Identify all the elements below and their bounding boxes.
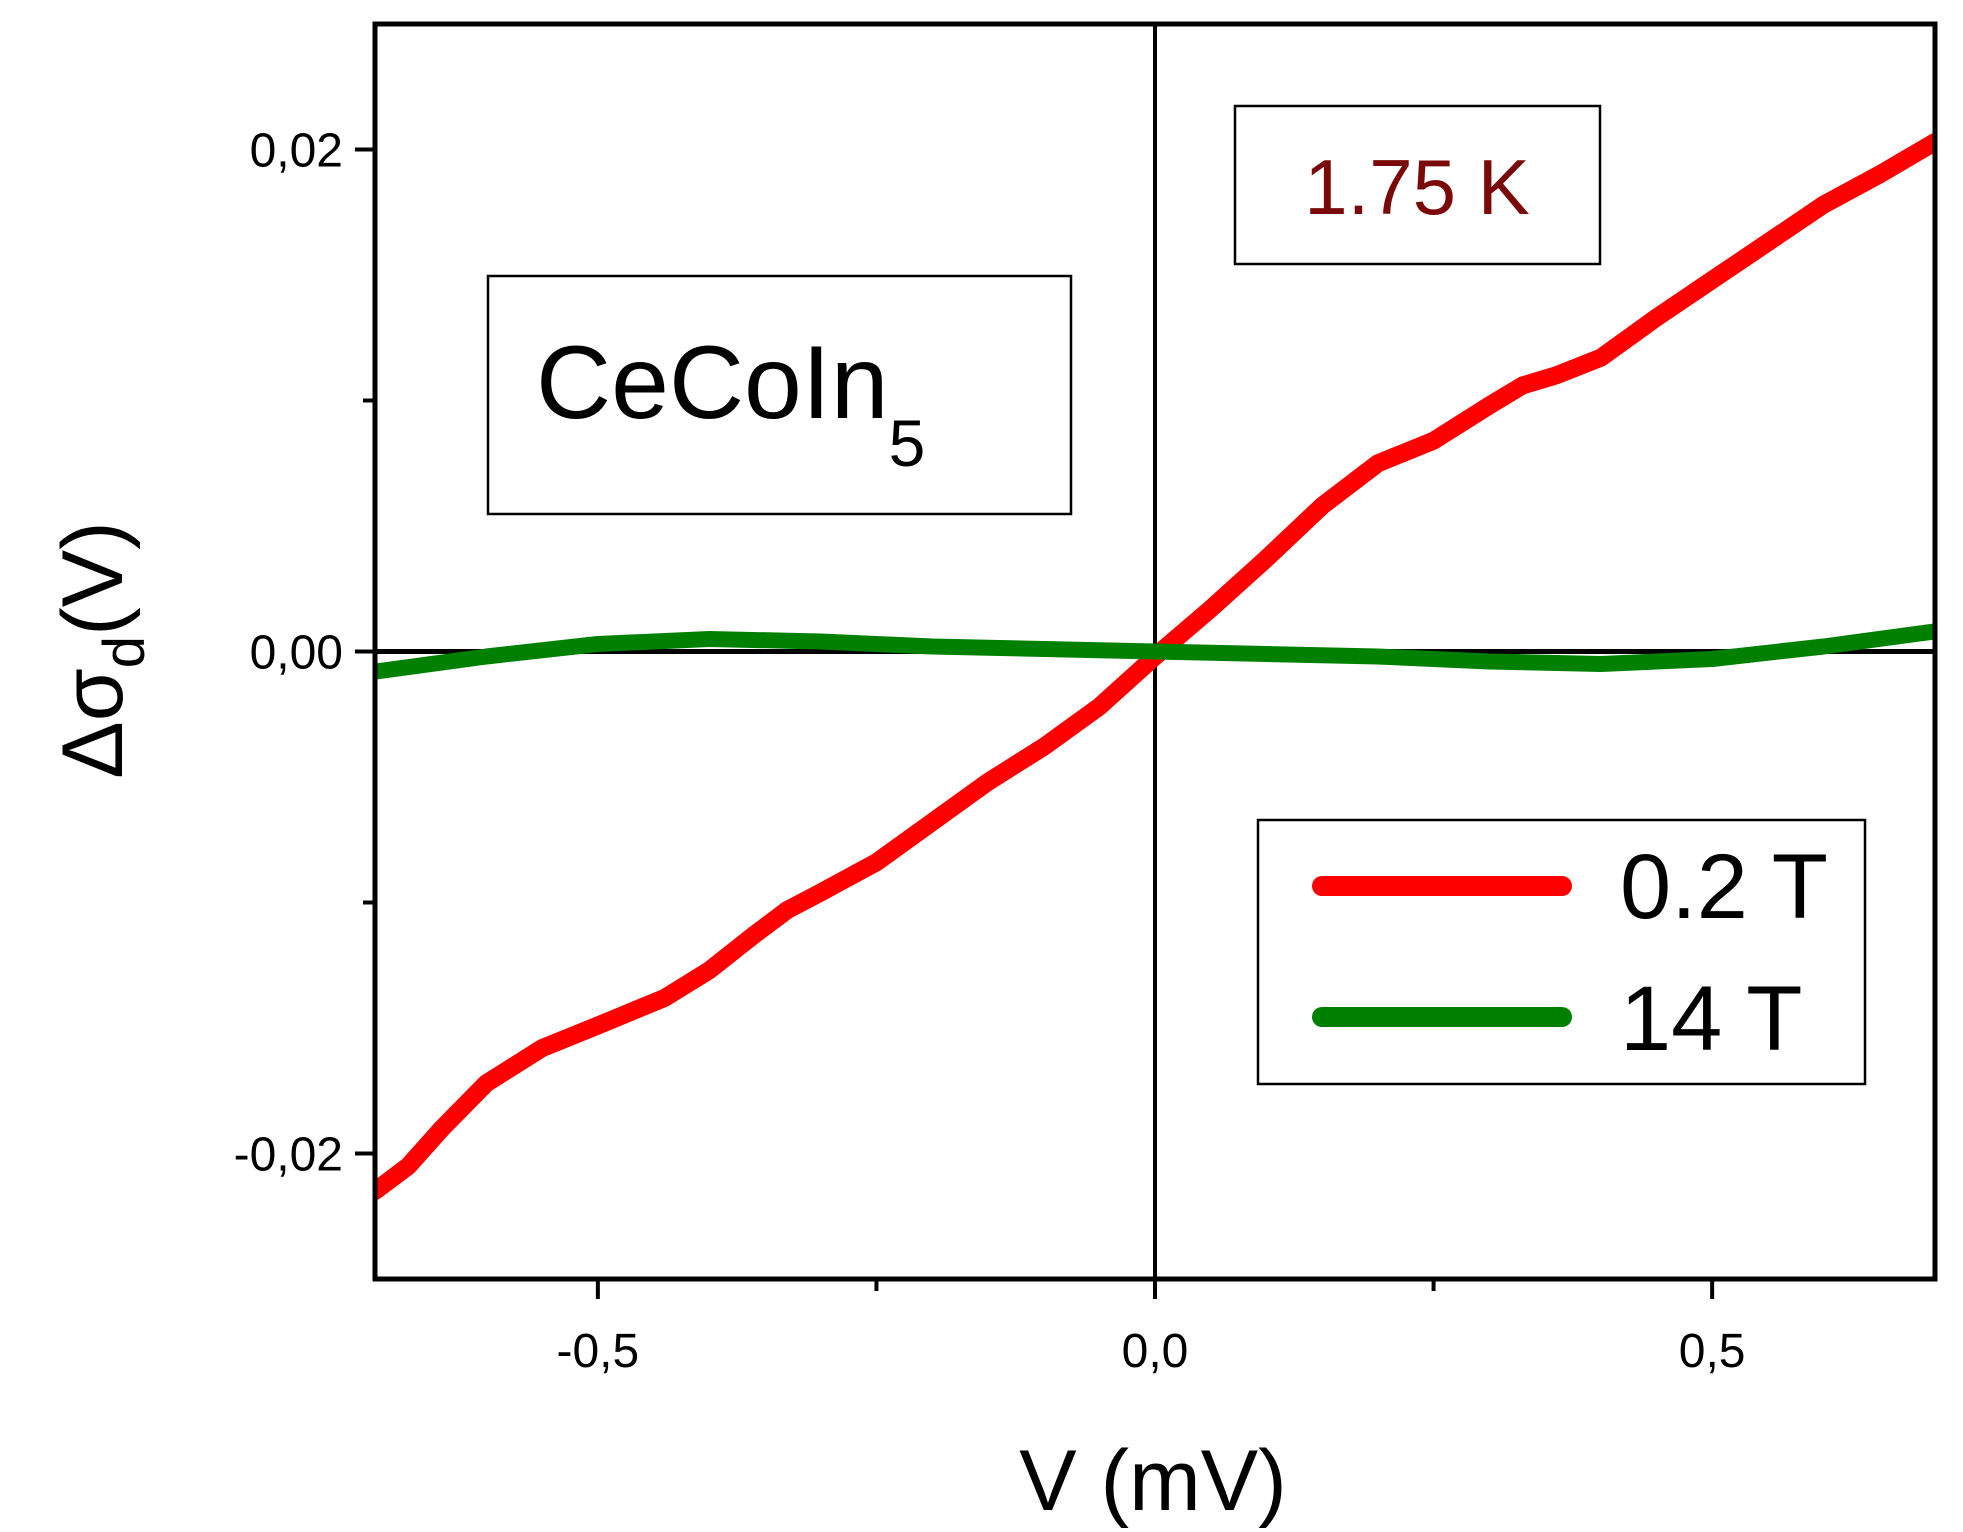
x-tick-label: 0,5 xyxy=(1679,1325,1746,1378)
x-axis-title: V (mV) xyxy=(1019,1433,1287,1529)
y-axis-suffix: (V) xyxy=(45,521,141,636)
temperature-label: 1.75 K xyxy=(1304,143,1530,231)
series-line-14-t xyxy=(375,623,1935,680)
series-line-0-2-t xyxy=(375,133,1935,1201)
y-axis-subscript: d xyxy=(92,636,157,668)
svg-text:CeCoIn5: CeCoIn5 xyxy=(536,325,925,480)
legend-label-14t: 14 T xyxy=(1620,968,1802,1070)
series-group xyxy=(375,133,1935,1201)
y-axis-symbol: Δσ xyxy=(45,668,141,779)
x-tick-label: 0,0 xyxy=(1122,1325,1189,1378)
legend: 0.2 T 14 T xyxy=(1256,818,1867,1086)
ticks-group: -0,5 0,0 0,5 -0,02 0,00 0,02 xyxy=(234,125,1746,1379)
y-tick-label: -0,02 xyxy=(234,1129,343,1182)
y-tick-label: 0,00 xyxy=(250,627,343,680)
material-name: CeCoIn xyxy=(536,325,889,441)
temperature-annotation: 1.75 K xyxy=(1233,104,1602,266)
legend-label-0-2t: 0.2 T xyxy=(1620,836,1828,938)
material-annotation: CeCoIn5 xyxy=(486,274,1073,516)
y-axis-title: Δσd(V) xyxy=(45,521,157,778)
y-tick-label: 0,02 xyxy=(250,125,343,178)
material-subscript: 5 xyxy=(889,406,926,480)
x-tick-label: -0,5 xyxy=(556,1325,639,1378)
svg-text:Δσd(V): Δσd(V) xyxy=(45,521,157,778)
